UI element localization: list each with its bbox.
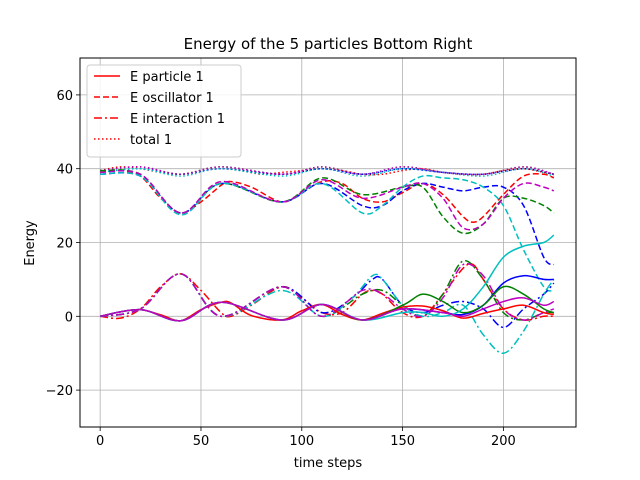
series-line-p1-dashed <box>100 169 555 223</box>
series-line-p5-dashed <box>100 170 555 231</box>
y-tick-label: 60 <box>56 89 73 104</box>
x-tick-label: 50 <box>193 434 210 449</box>
series-line-p4-dotted <box>100 167 555 177</box>
series-line-p5-solid <box>100 297 555 322</box>
x-axis-label: time steps <box>294 456 363 471</box>
ticks: 0 50 100 150 200 −20 0 20 40 60 <box>46 89 516 449</box>
legend-label: E particle 1 <box>130 70 204 85</box>
x-tick-label: 150 <box>390 434 415 449</box>
chart-title: Energy of the 5 particles Bottom Right <box>184 35 473 53</box>
grid <box>80 58 576 427</box>
series-line-p2-dotted <box>100 167 554 176</box>
y-axis-label: Energy <box>23 220 38 266</box>
series-line-p4-dashed <box>100 171 555 292</box>
legend-label: total 1 <box>130 133 172 148</box>
y-tick-label: 20 <box>56 237 73 252</box>
plot-lines <box>99 166 555 354</box>
series-line-p5-dotted <box>100 166 555 176</box>
x-tick-label: 0 <box>96 434 104 449</box>
series-line-p1-dotted <box>100 166 554 176</box>
y-tick-label: 0 <box>65 310 73 325</box>
y-tick-label: 40 <box>56 163 73 178</box>
legend-label: E interaction 1 <box>130 112 225 127</box>
legend-label: E oscillator 1 <box>130 91 214 106</box>
x-tick-label: 200 <box>491 434 516 449</box>
legend: E particle 1 E oscillator 1 E interaction … <box>86 64 242 158</box>
y-tick-label: −20 <box>46 384 73 399</box>
legend-box <box>86 64 242 158</box>
x-tick-label: 100 <box>289 434 314 449</box>
